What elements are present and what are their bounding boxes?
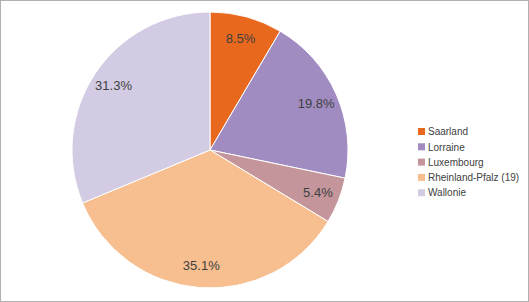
- data-labels: 8.5% 19.8% 5.4% 35.1% 31.3%: [95, 31, 335, 274]
- legend-label: Lorraine: [428, 142, 465, 153]
- data-label: 19.8%: [298, 96, 335, 111]
- legend-swatch: [418, 128, 425, 135]
- legend-swatch: [418, 143, 425, 150]
- legend-item: Saarland: [418, 126, 468, 137]
- legend-swatch: [418, 174, 425, 181]
- legend-item: Luxembourg: [418, 157, 484, 168]
- data-label: 31.3%: [95, 78, 132, 93]
- legend-swatch: [418, 189, 425, 196]
- legend: Saarland Lorraine Luxembourg Rheinland-Pfal…: [418, 126, 519, 198]
- legend-item: Wallonie: [418, 187, 466, 198]
- data-label: 5.4%: [303, 185, 333, 200]
- legend-label: Wallonie: [428, 187, 466, 198]
- legend-label: Saarland: [428, 126, 468, 137]
- frame: [1, 1, 529, 302]
- chart: 8.5% 19.8% 5.4% 35.1% 31.3% Saarland Lorraine L…: [0, 0, 529, 302]
- data-label: 8.5%: [226, 31, 256, 46]
- legend-label: Luxembourg: [428, 157, 484, 168]
- pie: [72, 12, 348, 288]
- pie-slice: [72, 12, 210, 203]
- data-label: 35.1%: [183, 258, 220, 273]
- legend-item: Lorraine: [418, 142, 465, 153]
- legend-item: Rheinland-Pfalz (19): [418, 172, 519, 183]
- legend-swatch: [418, 159, 425, 166]
- legend-label: Rheinland-Pfalz (19): [428, 172, 519, 183]
